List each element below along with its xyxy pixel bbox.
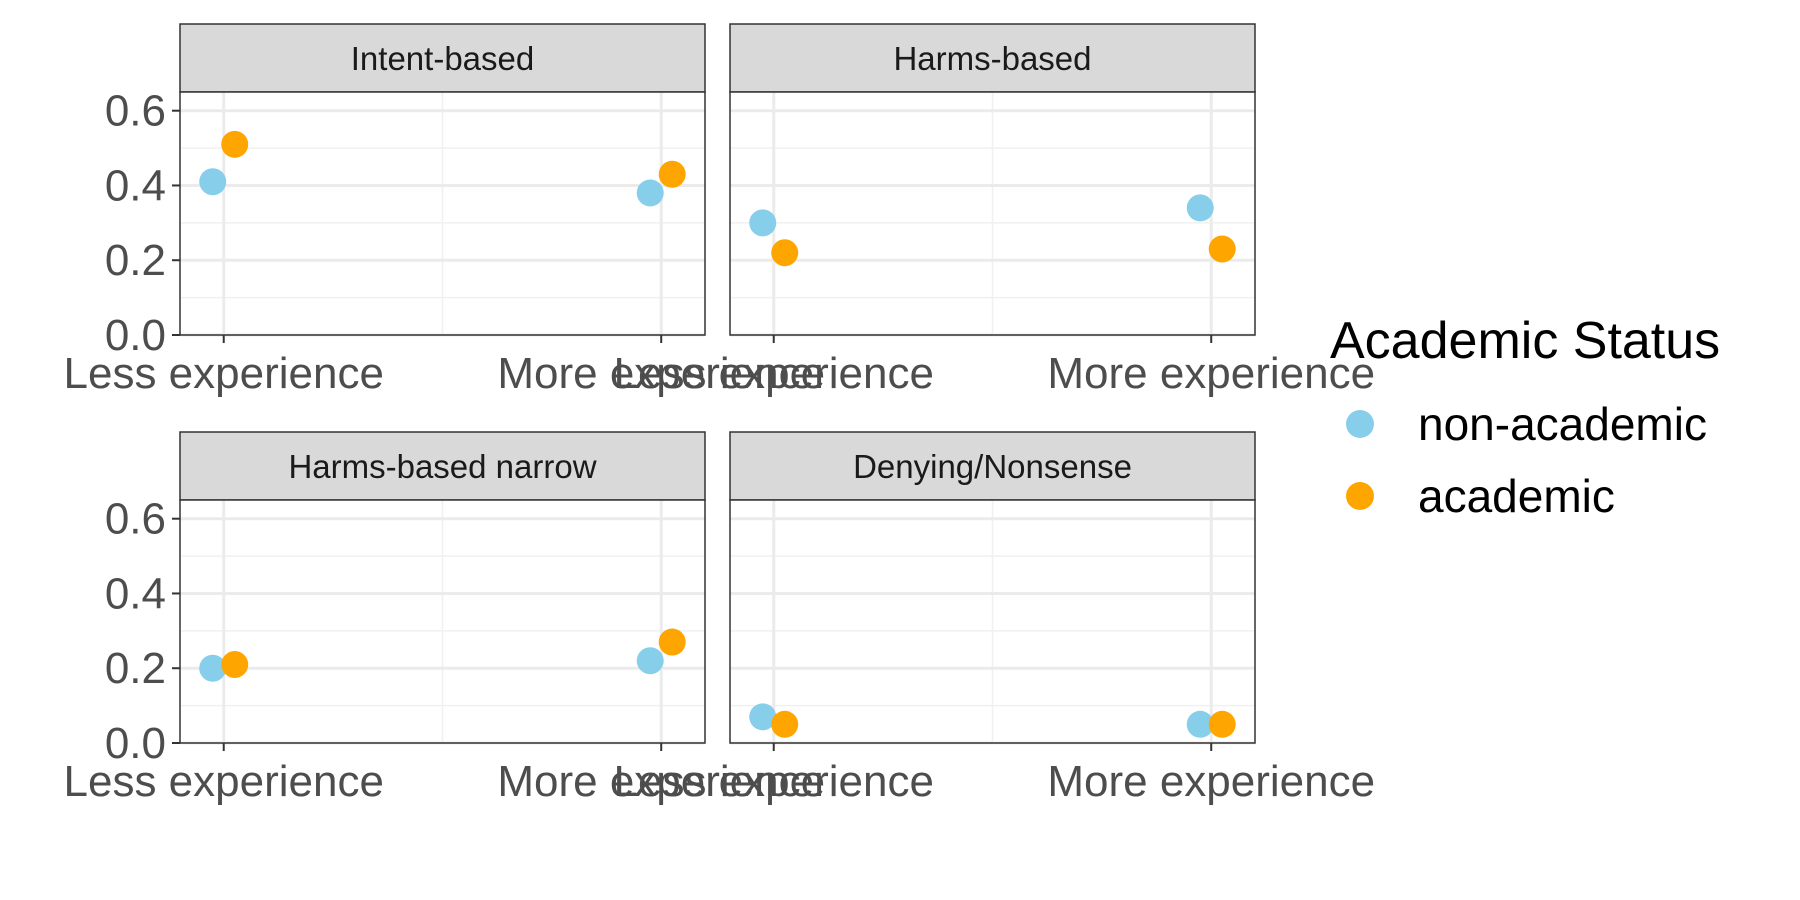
x-tick-label: More experience	[1047, 349, 1375, 398]
facet-title: Denying/Nonsense	[853, 448, 1132, 485]
facet-strip	[729, 23, 1256, 93]
y-tick-label: 0.2	[105, 644, 166, 693]
legend-key-non-academic	[1346, 410, 1374, 438]
legend-label-non-academic: non-academic	[1418, 398, 1707, 450]
point-academic	[658, 628, 686, 656]
legend-title: Academic Status	[1330, 312, 1720, 370]
y-tick-label: 0.4	[105, 569, 166, 618]
panel-intent-based: Intent-based 0.0 0.2 0.4 0.6 Less experience M…	[64, 23, 825, 398]
facet-strip	[179, 23, 706, 93]
legend-key-academic	[1346, 482, 1374, 510]
panel-border	[729, 91, 1256, 336]
y-tick-label: 0.0	[105, 719, 166, 768]
y-tick-label: 0.6	[105, 87, 166, 136]
legend: Academic Status non-academic academic	[1330, 312, 1720, 522]
facet-title: Harms-based narrow	[288, 448, 596, 485]
facet-title: Intent-based	[351, 40, 534, 77]
point-non-academic	[1186, 710, 1214, 738]
x-tick-label: Less experience	[614, 757, 934, 806]
x-tick-label: More experience	[497, 349, 825, 398]
point-academic	[771, 710, 799, 738]
point-non-academic	[749, 209, 777, 237]
facet-strip	[179, 431, 706, 501]
point-non-academic	[1186, 194, 1214, 222]
x-tick-label: Less experience	[614, 349, 934, 398]
panel-harms-based: Harms-based Less experience More experienc…	[614, 23, 1375, 398]
panel-harms-based-narrow: Harms-based narrow 0.0 0.2 0.4 0.6 Less exper…	[64, 431, 825, 806]
x-tick-label: Less experience	[64, 349, 384, 398]
point-academic	[658, 160, 686, 188]
y-tick-label: 0.6	[105, 495, 166, 544]
y-tick-label: 0.0	[105, 311, 166, 360]
point-non-academic	[199, 168, 227, 196]
point-non-academic	[749, 703, 777, 731]
point-academic	[1208, 710, 1236, 738]
point-academic	[221, 650, 249, 678]
point-non-academic	[636, 179, 664, 207]
panel-border	[729, 499, 1256, 744]
x-tick-label: Less experience	[64, 757, 384, 806]
point-academic	[1208, 235, 1236, 263]
facet-strip	[729, 431, 1256, 501]
facet-title: Harms-based	[893, 40, 1091, 77]
y-tick-label: 0.2	[105, 236, 166, 285]
legend-label-academic: academic	[1418, 470, 1615, 522]
x-tick-label: More experience	[497, 757, 825, 806]
point-non-academic	[199, 654, 227, 682]
panel-border	[179, 499, 706, 744]
panel-border	[179, 91, 706, 336]
x-tick-label: More experience	[1047, 757, 1375, 806]
panel-denying-nonsense: Denying/Nonsense Less experience More expe…	[614, 431, 1375, 806]
point-non-academic	[636, 647, 664, 675]
y-tick-label: 0.4	[105, 161, 166, 210]
point-academic	[221, 130, 249, 158]
point-academic	[771, 239, 799, 267]
